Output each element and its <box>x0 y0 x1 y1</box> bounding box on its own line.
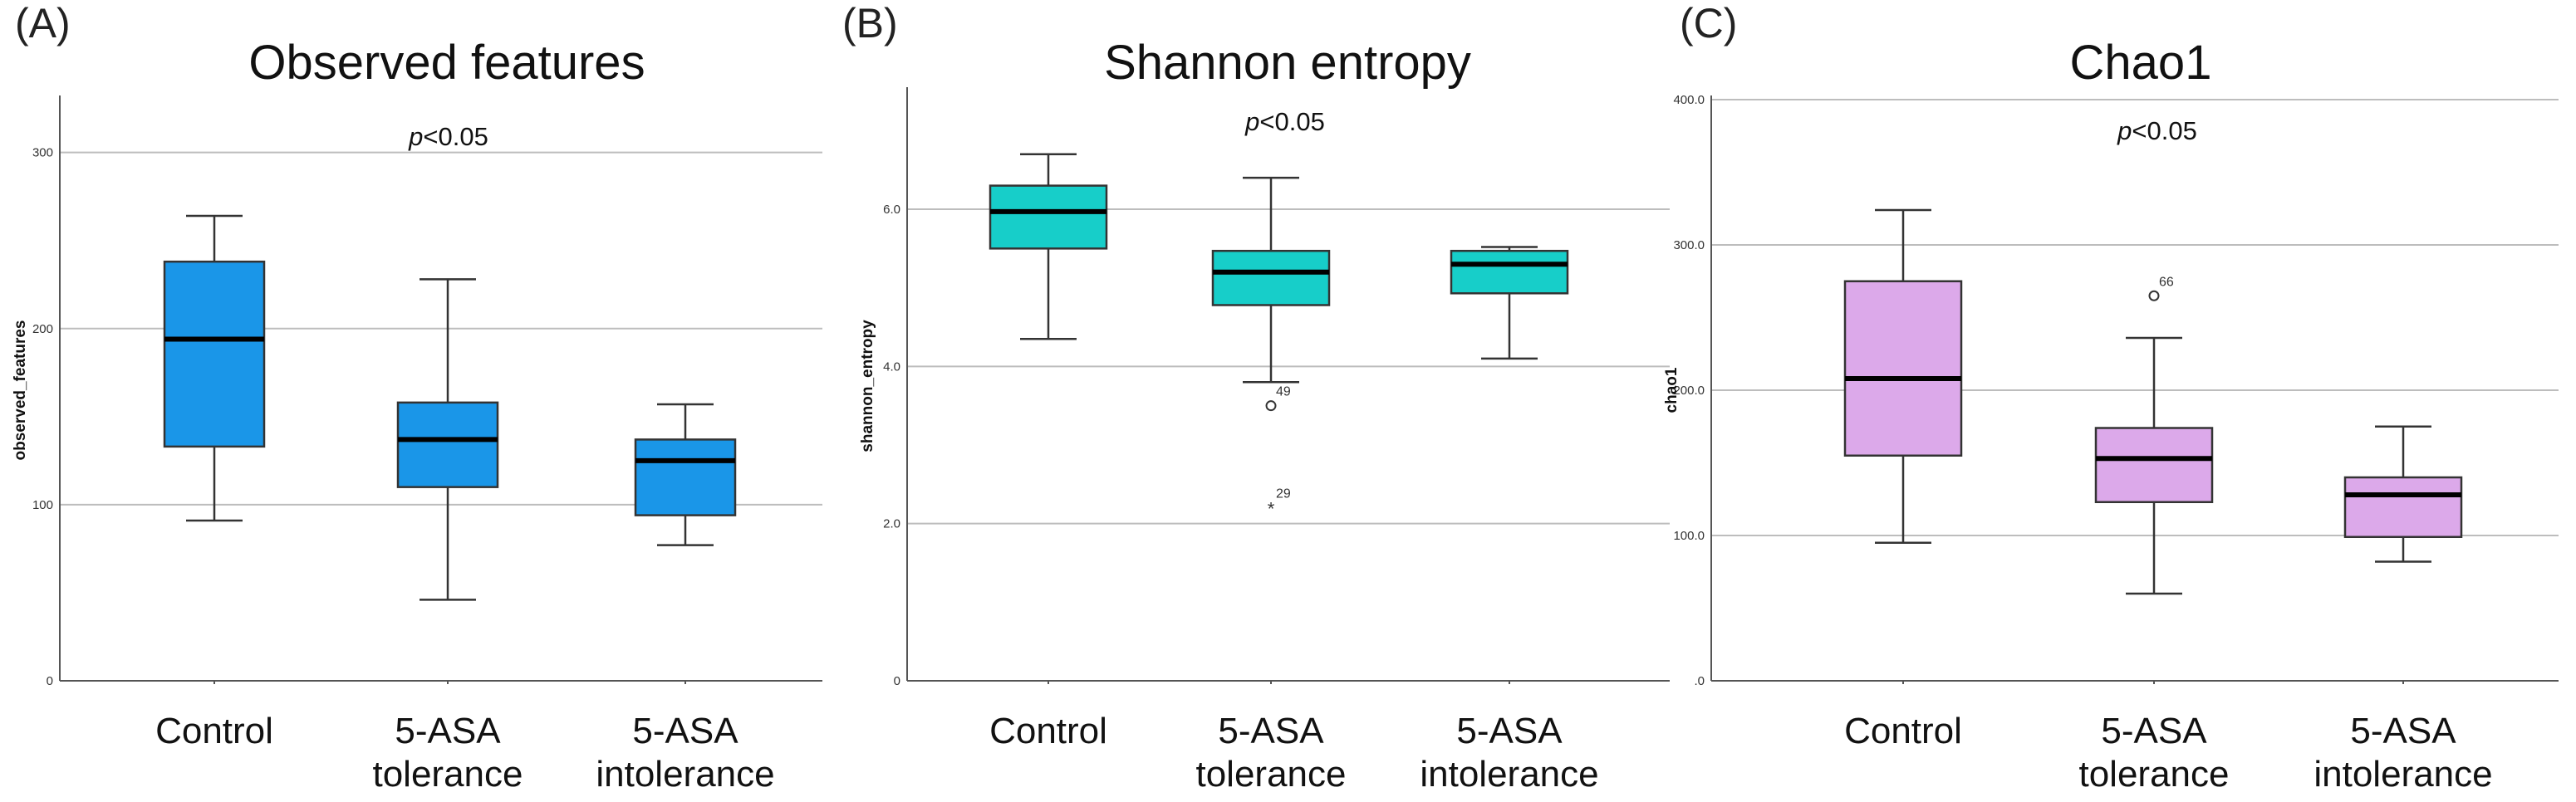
p-value-annotation: p<0.05 <box>408 122 488 151</box>
iqr-box <box>2343 476 2463 538</box>
x-category-label: tolerance <box>372 754 523 795</box>
chart-title: Chao1 <box>2070 36 2212 90</box>
y-tick-label: 300 <box>32 146 53 160</box>
x-category-label: 5-ASA <box>395 711 501 751</box>
x-category-label: Control <box>155 711 273 751</box>
outlier-point <box>1265 400 1277 412</box>
iqr-box <box>163 260 266 448</box>
x-category-label: Control <box>989 711 1107 751</box>
chart-title: Observed features <box>248 36 645 90</box>
outlier-label: 66 <box>2159 275 2174 289</box>
outlier-label: 49 <box>1276 385 1291 399</box>
x-category-label: intolerance <box>596 754 774 795</box>
panel-label: (B) <box>842 0 898 46</box>
p-value-p: p <box>1244 107 1259 136</box>
x-category-label: Control <box>1844 711 1962 751</box>
panel-b: (B) Shannon entropy 0 2.0 4.0 6.0 shannon_entr… <box>842 0 1670 795</box>
panel-a: (A) Observed features 0 100 200 300 observed_f… <box>12 0 822 795</box>
iqr-box <box>2094 427 2214 503</box>
x-category-label: 5-ASA <box>1218 711 1324 751</box>
x-category-label: intolerance <box>1420 754 1598 795</box>
y-tick-label: 200.0 <box>1673 384 1705 398</box>
y-tick-label: 100 <box>32 498 53 512</box>
p-value-annotation: p<0.05 <box>1244 107 1325 136</box>
p-value-text: <0.05 <box>2132 116 2196 145</box>
iqr-box <box>1843 280 1963 457</box>
x-category-label: tolerance <box>2078 754 2229 795</box>
x-category-label: 5-ASA <box>2101 711 2207 751</box>
y-tick-label: 300.0 <box>1673 238 1705 252</box>
p-value-annotation: p<0.05 <box>2117 116 2197 145</box>
outlier-label: 29 <box>1276 487 1291 501</box>
y-tick-label: .0 <box>1694 674 1705 688</box>
box-1: Control <box>989 153 1108 751</box>
x-category-label: tolerance <box>1195 754 1346 795</box>
p-value-text: <0.05 <box>1259 107 1324 136</box>
panel-label: (C) <box>1680 0 1737 46</box>
y-axis-label: observed_features <box>12 320 29 461</box>
iqr-box <box>1211 249 1331 306</box>
panel-c: (C) Chao1 .0 100.0 200.0 300.0 400.0 chao1 p<0.0… <box>1663 0 2559 795</box>
y-tick-label: 6.0 <box>883 203 900 217</box>
y-tick-label: 0 <box>894 674 900 688</box>
y-axis-label: chao1 <box>1663 367 1681 413</box>
y-tick-label: 400.0 <box>1673 93 1705 107</box>
y-tick-label: 200 <box>32 322 53 336</box>
y-tick-label: 100.0 <box>1673 529 1705 543</box>
iqr-box <box>396 401 499 488</box>
y-tick-label: 0 <box>47 674 53 688</box>
box-1: Control <box>1843 208 1963 751</box>
outlier-point <box>2148 290 2160 301</box>
iqr-box <box>989 184 1108 250</box>
x-category-label: 5-ASA <box>2350 711 2456 751</box>
chart-title: Shannon entropy <box>1104 36 1471 90</box>
x-category-label: 5-ASA <box>632 711 738 751</box>
y-tick-label: 4.0 <box>883 359 900 374</box>
p-value-p: p <box>408 122 423 151</box>
x-category-label: 5-ASA <box>1456 711 1563 751</box>
y-axis-label: shannon_entropy <box>859 320 876 452</box>
p-value-text: <0.05 <box>423 122 488 151</box>
box-1: Control <box>155 214 273 751</box>
y-tick-label: 2.0 <box>883 517 900 531</box>
x-category-label: intolerance <box>2313 754 2492 795</box>
iqr-box <box>634 438 737 516</box>
p-value-p: p <box>2117 116 2132 145</box>
extreme-outlier-point: * <box>1268 499 1275 520</box>
iqr-box <box>1450 249 1569 295</box>
panel-label: (A) <box>15 0 71 46</box>
